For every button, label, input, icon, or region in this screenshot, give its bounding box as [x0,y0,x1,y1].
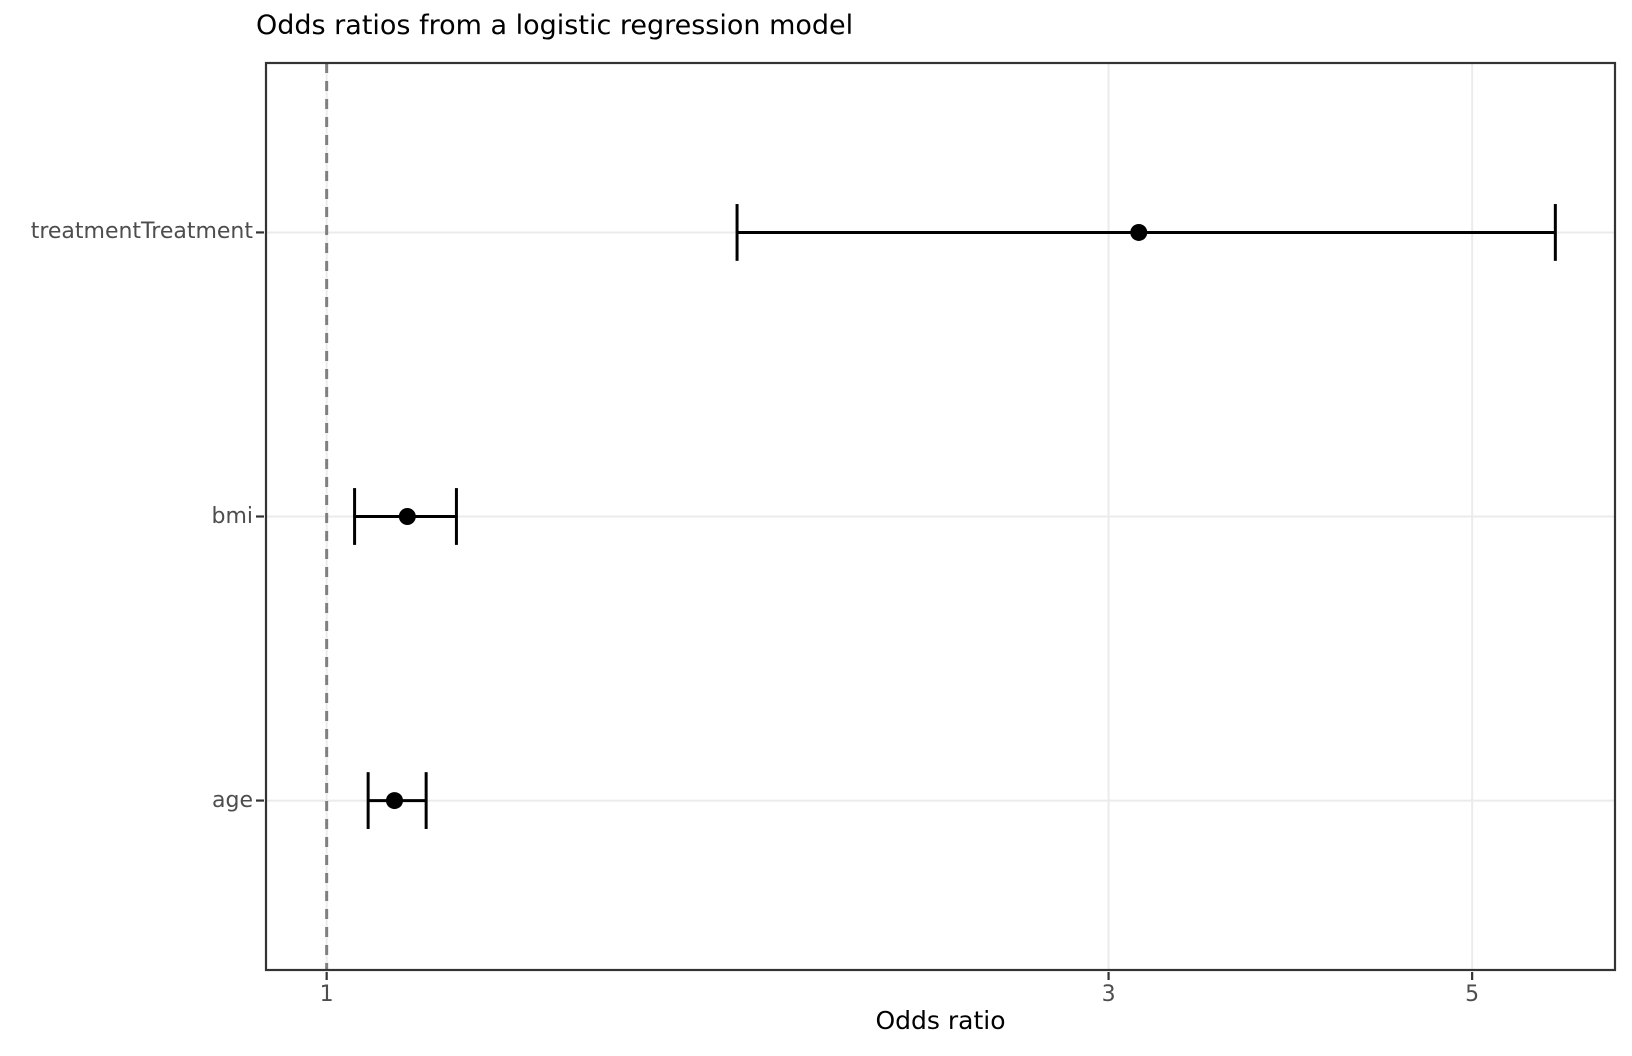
plot-title: Odds ratios from a logistic regression m… [256,10,854,41]
point-estimate [398,508,416,525]
point-estimate [386,792,404,810]
point-estimate [1130,223,1148,241]
panel-border [264,61,1617,972]
x-axis-title: Odds ratio [875,1006,1006,1035]
